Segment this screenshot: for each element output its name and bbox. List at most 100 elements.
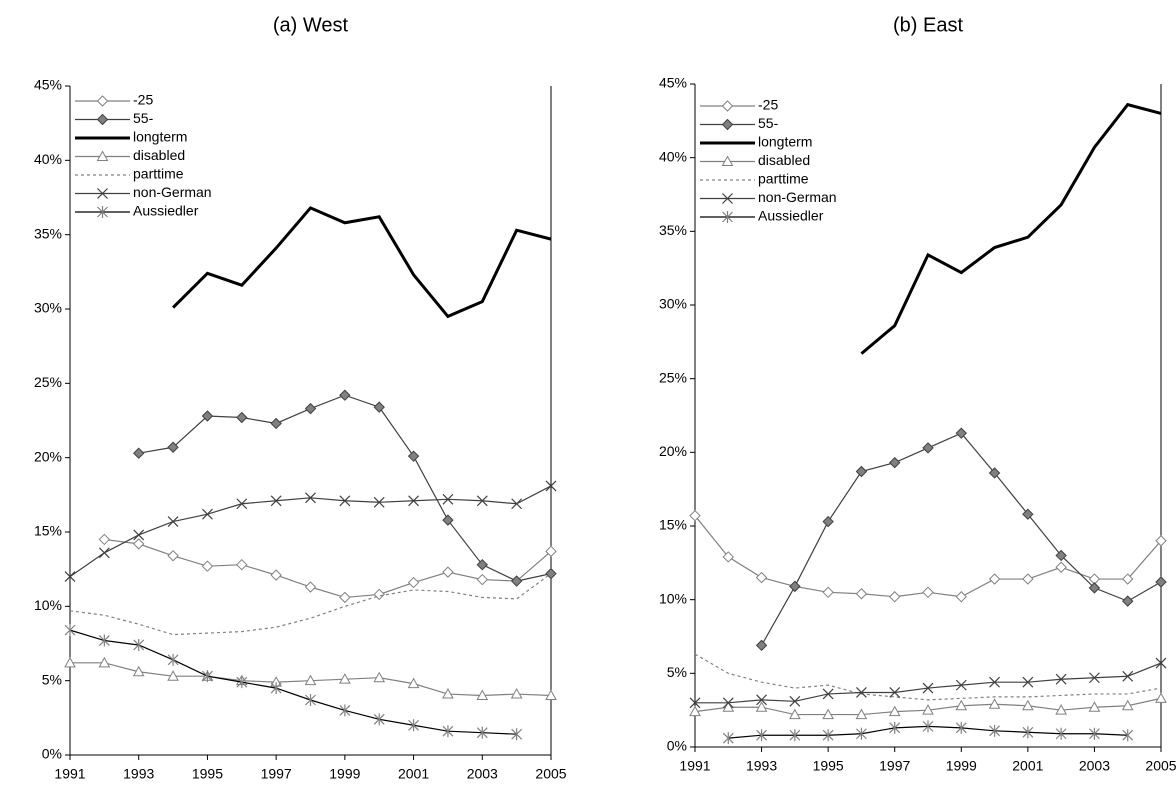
marker-stroke [722, 193, 733, 204]
marker [98, 547, 110, 559]
marker-stroke [339, 495, 351, 507]
legend-label: parttime [758, 171, 809, 187]
legend-label: disabled [133, 147, 185, 163]
x-tick-label: 1991 [679, 758, 710, 774]
chart-panel: (a) West 0% 5% 10% 15% 20% 25% 30% 35% 40% 45% 1991… [34, 14, 567, 781]
y-tick-label: 40% [34, 151, 62, 167]
marker [1089, 672, 1100, 684]
marker-stroke [989, 676, 1000, 688]
marker [922, 704, 934, 715]
marker [1055, 561, 1067, 573]
marker [756, 729, 767, 742]
x-tick-label: 2003 [1079, 758, 1110, 774]
marker [889, 687, 901, 698]
marker [922, 586, 934, 599]
marker-stroke [97, 188, 108, 199]
marker [339, 495, 351, 507]
y-tick-label: 30% [659, 296, 687, 312]
legend-label: -25 [133, 92, 153, 108]
marker [442, 566, 454, 578]
marker [756, 694, 767, 706]
x-tick-label: 2005 [535, 766, 566, 782]
legend-marker [722, 211, 733, 223]
marker [789, 708, 801, 720]
marker [1055, 673, 1067, 685]
y-tick-label: 45% [34, 77, 62, 93]
marker [167, 653, 179, 666]
marker-stroke [856, 687, 867, 698]
marker [545, 480, 557, 492]
x-tick-label: 2001 [398, 766, 429, 782]
marker [476, 573, 488, 586]
y-tick-label: 5% [667, 664, 687, 680]
marker [270, 569, 282, 581]
x-tick-label: 2001 [1012, 758, 1043, 774]
legend-marker [96, 113, 109, 126]
y-tick-label: 20% [34, 448, 62, 464]
marker [304, 581, 317, 593]
marker [1088, 701, 1101, 712]
marker-stroke [202, 508, 213, 520]
y-tick-label: 15% [659, 517, 687, 533]
marker [889, 591, 901, 603]
marker [98, 634, 110, 647]
marker [133, 447, 145, 459]
marker [476, 689, 489, 701]
y-tick-label: 0% [667, 738, 687, 754]
y-tick-label: 45% [659, 75, 687, 91]
marker-stroke [98, 547, 110, 559]
marker-stroke [789, 695, 801, 707]
marker-stroke [270, 495, 282, 507]
marker-stroke [722, 697, 734, 709]
marker [822, 586, 834, 599]
legend-marker [721, 100, 734, 112]
legend-label: non-German [758, 189, 837, 205]
marker [373, 713, 385, 726]
x-tick-label: 1999 [329, 766, 360, 782]
marker [64, 571, 76, 583]
marker [202, 670, 213, 683]
marker [1122, 573, 1134, 585]
marker [1088, 582, 1101, 594]
marker [64, 656, 76, 668]
marker [822, 729, 834, 742]
marker [442, 725, 454, 738]
marker [822, 688, 834, 700]
marker [922, 682, 934, 694]
marker [202, 508, 213, 520]
marker [476, 495, 488, 507]
marker [789, 729, 801, 742]
marker [1022, 573, 1034, 585]
marker [408, 719, 419, 732]
marker [98, 656, 111, 668]
x-tick-label: 1999 [946, 758, 977, 774]
marker [339, 704, 351, 717]
marker [955, 427, 967, 439]
series-line [104, 538, 552, 599]
marker [922, 720, 934, 733]
legend-label: disabled [758, 152, 810, 168]
y-tick-label: 20% [659, 443, 687, 459]
marker [339, 673, 351, 684]
x-tick-label: 2003 [467, 766, 498, 782]
marker [988, 573, 1001, 585]
marker [1055, 704, 1067, 715]
marker [1055, 549, 1067, 562]
marker [373, 671, 386, 683]
marker-stroke [922, 682, 934, 694]
marker [373, 588, 385, 601]
legend-marker [96, 95, 109, 107]
marker [988, 467, 1001, 479]
x-tick-label: 1993 [123, 766, 154, 782]
series-line [138, 394, 552, 582]
legend-label: Aussiedler [133, 203, 199, 219]
marker [545, 689, 557, 701]
marker [922, 442, 934, 454]
y-tick-label: 35% [659, 222, 687, 238]
legend-label: non-German [133, 184, 212, 200]
legend-marker [96, 150, 109, 161]
marker [855, 465, 868, 478]
marker [132, 665, 145, 677]
marker [888, 705, 901, 717]
